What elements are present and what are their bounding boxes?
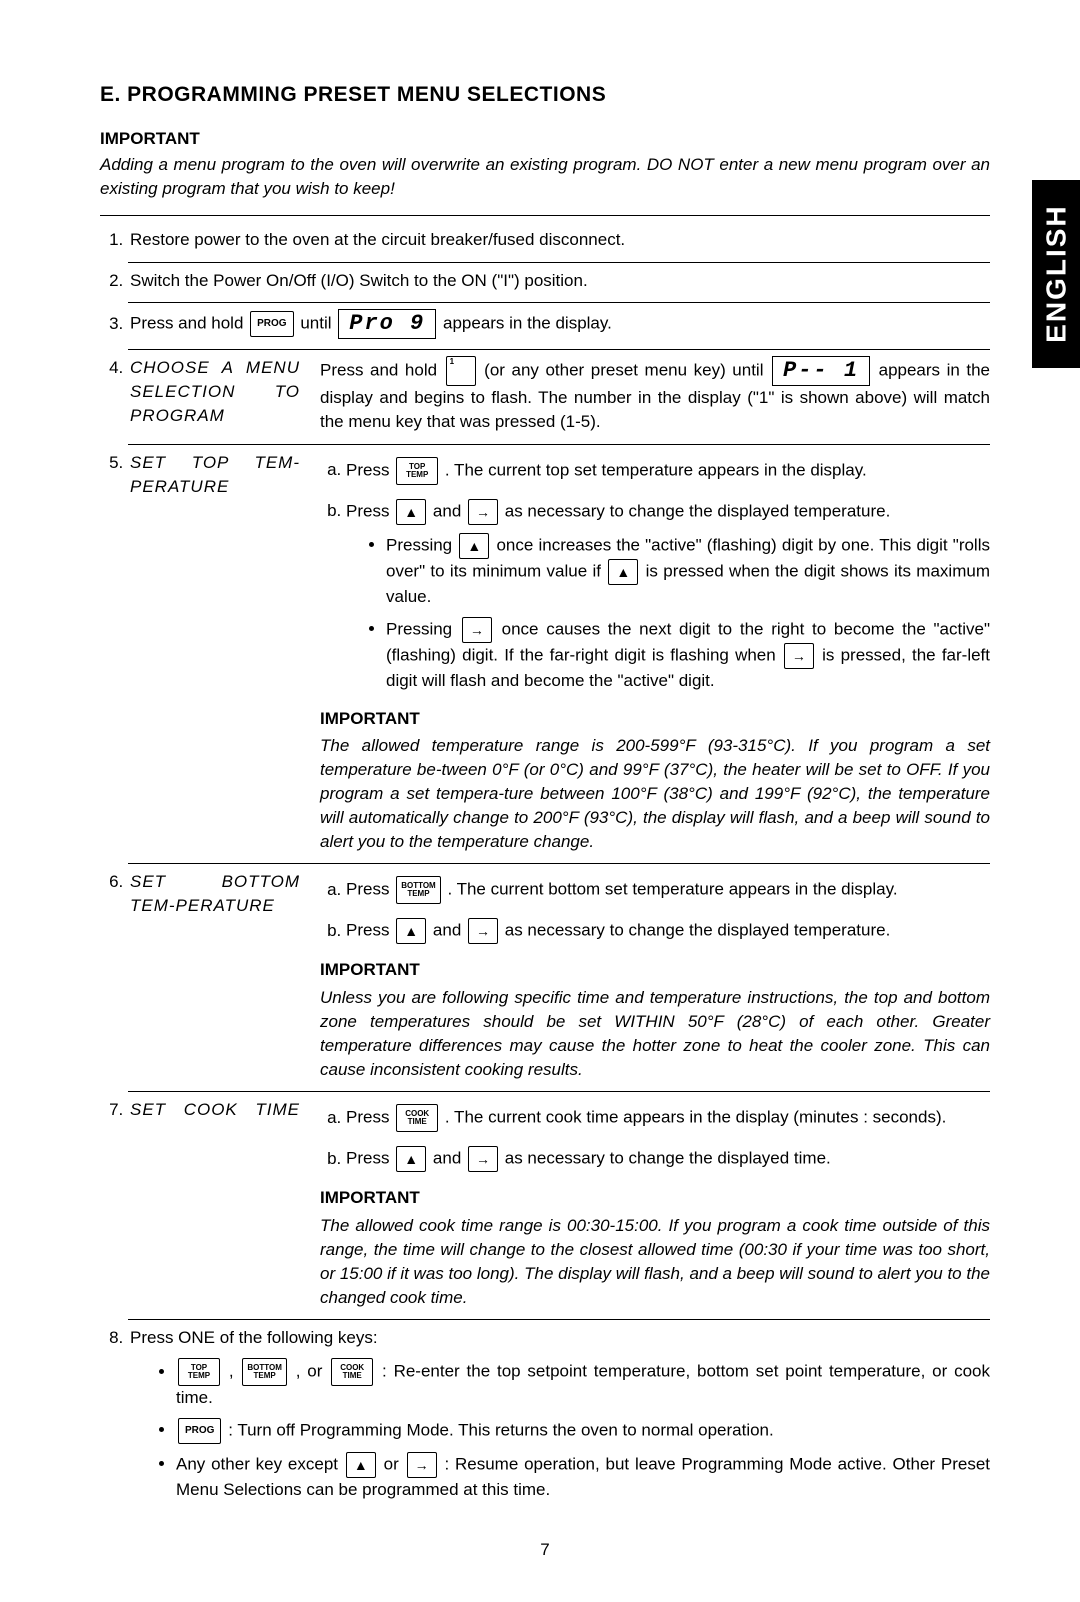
step-6: SET BOTTOM TEM-PERATURE Press BOTTOMTEMP… — [128, 864, 990, 1092]
step-8-bullet-3: Any other key except ▲ or → : Resume ope… — [176, 1452, 990, 1502]
key-top-temp: TOPTEMP — [396, 457, 438, 485]
important-label: IMPORTANT — [100, 127, 990, 151]
step-8-intro: Press ONE of the following keys: — [130, 1328, 378, 1347]
step-2-text: Switch the Power On/Off (I/O) Switch to … — [130, 271, 588, 290]
key-prog: PROG — [250, 311, 293, 337]
step-3-text-a: Press and hold — [130, 314, 248, 333]
key-up-arrow: ▲ — [346, 1452, 376, 1478]
key-up-arrow: ▲ — [396, 918, 426, 944]
step-7a: Press COOKTIME . The current cook time a… — [346, 1104, 990, 1132]
key-cook-time: COOKTIME — [396, 1104, 438, 1132]
step-5: SET TOP TEM-PERATURE Press TOPTEMP . The… — [128, 445, 990, 864]
step-7: SET COOK TIME Press COOKTIME . The curre… — [128, 1092, 990, 1320]
step-8: Press ONE of the following keys: TOPTEMP… — [128, 1320, 990, 1519]
step-6-body: Press BOTTOMTEMP . The current bottom se… — [320, 870, 990, 1081]
step-4-text-a: Press and hold — [320, 361, 444, 380]
step-1: Restore power to the oven at the circuit… — [128, 222, 990, 263]
step-7-important: The allowed cook time range is 00:30-15:… — [320, 1214, 990, 1309]
display-p1: P-- 1 — [772, 356, 870, 386]
important-label: IMPORTANT — [320, 1186, 990, 1210]
step-4-title: CHOOSE A MENU SELECTION TO PROGRAM — [130, 356, 300, 434]
key-up-arrow: ▲ — [396, 499, 426, 525]
key-bottom-temp: BOTTOMTEMP — [396, 876, 441, 904]
step-1-text: Restore power to the oven at the circuit… — [130, 230, 625, 249]
step-6-important: Unless you are following specific time a… — [320, 986, 990, 1081]
important-label: IMPORTANT — [320, 958, 990, 982]
key-cook-time: COOKTIME — [331, 1358, 373, 1386]
step-4-text-b: (or any other preset menu key) until — [484, 361, 770, 380]
step-7b: Press ▲ and → as necessary to change the… — [346, 1146, 990, 1172]
step-8-bullet-1: TOPTEMP , BOTTOMTEMP , or COOKTIME : Re-… — [176, 1358, 990, 1410]
step-5-important: The allowed temperature range is 200-599… — [320, 734, 990, 853]
key-up-arrow: ▲ — [396, 1146, 426, 1172]
step-2: Switch the Power On/Off (I/O) Switch to … — [128, 263, 990, 304]
step-8-bullet-2: PROG : Turn off Programming Mode. This r… — [176, 1418, 990, 1444]
step-list: Restore power to the oven at the circuit… — [100, 222, 990, 1520]
key-right-arrow: → — [407, 1452, 437, 1478]
page-content: E. PROGRAMMING PRESET MENU SELECTIONS IM… — [0, 0, 1080, 1602]
page-number: 7 — [100, 1538, 990, 1562]
key-right-arrow: → — [468, 918, 498, 944]
step-5b-bullet-2: Pressing → once causes the next digit to… — [386, 617, 990, 693]
step-5b: Press ▲ and → as necessary to change the… — [346, 499, 990, 693]
step-6a: Press BOTTOMTEMP . The current bottom se… — [346, 876, 990, 904]
key-right-arrow: → — [468, 499, 498, 525]
step-5-title: SET TOP TEM-PERATURE — [130, 451, 300, 853]
step-5-body: Press TOPTEMP . The current top set temp… — [320, 451, 990, 853]
step-6b: Press ▲ and → as necessary to change the… — [346, 918, 990, 944]
key-prog: PROG — [178, 1418, 221, 1444]
section-heading: E. PROGRAMMING PRESET MENU SELECTIONS — [100, 80, 990, 109]
key-top-temp: TOPTEMP — [178, 1358, 220, 1386]
important-label: IMPORTANT — [320, 707, 990, 731]
step-4: CHOOSE A MENU SELECTION TO PROGRAM Press… — [128, 350, 990, 445]
intro-warning: Adding a menu program to the oven will o… — [100, 153, 990, 201]
key-up-arrow: ▲ — [459, 533, 489, 559]
step-4-body: Press and hold 1 (or any other preset me… — [320, 356, 990, 434]
step-3-text-c: appears in the display. — [443, 314, 612, 333]
key-preset-1: 1 — [446, 356, 476, 386]
key-bottom-temp: BOTTOMTEMP — [242, 1358, 287, 1386]
divider — [100, 215, 990, 216]
step-3-text-b: until — [300, 314, 336, 333]
display-prog: Pro 9 — [338, 309, 436, 339]
key-right-arrow: → — [462, 617, 492, 643]
key-up-arrow: ▲ — [608, 559, 638, 585]
step-3: Press and hold PROG until Pro 9 appears … — [128, 303, 990, 350]
step-7-title: SET COOK TIME — [130, 1098, 300, 1309]
step-5a: Press TOPTEMP . The current top set temp… — [346, 457, 990, 485]
key-right-arrow: → — [784, 643, 814, 669]
step-7-body: Press COOKTIME . The current cook time a… — [320, 1098, 990, 1309]
step-6-title: SET BOTTOM TEM-PERATURE — [130, 870, 300, 1081]
key-right-arrow: → — [468, 1146, 498, 1172]
step-5b-bullet-1: Pressing ▲ once increases the "active" (… — [386, 533, 990, 609]
